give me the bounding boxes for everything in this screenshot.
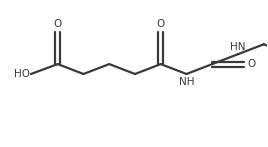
- Text: O: O: [54, 19, 62, 29]
- Text: HO: HO: [14, 69, 30, 79]
- Text: O: O: [247, 59, 255, 69]
- Text: HN: HN: [230, 42, 246, 52]
- Text: O: O: [157, 19, 165, 29]
- Text: NH: NH: [179, 77, 194, 87]
